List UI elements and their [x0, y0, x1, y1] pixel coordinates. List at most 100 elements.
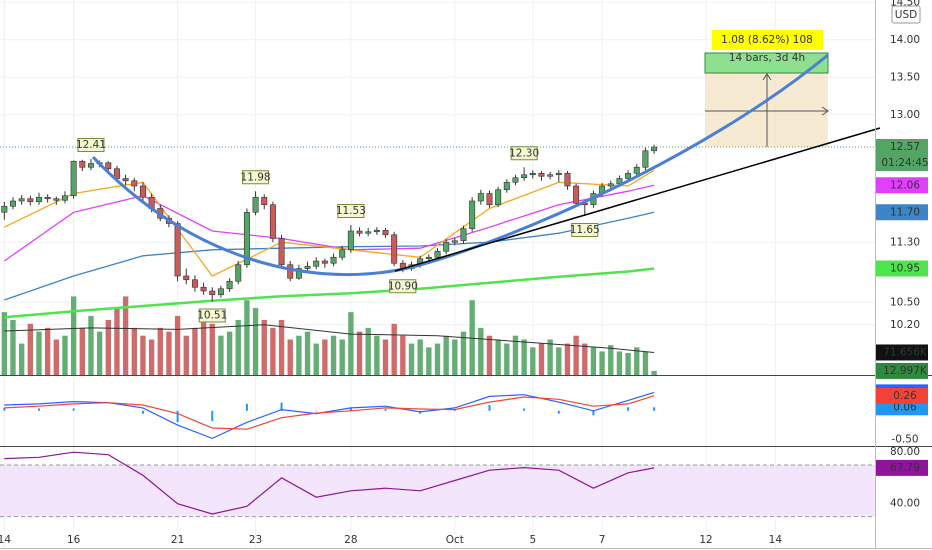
candle-body	[486, 193, 493, 206]
candle-body	[321, 260, 328, 264]
volume-bar	[287, 339, 293, 375]
x-tick-label: 7	[599, 534, 606, 546]
candle-body	[538, 172, 545, 177]
last-value-label-bg	[876, 139, 928, 155]
indicator-value-bg	[876, 387, 928, 404]
volume-bar	[79, 327, 85, 375]
x-tick-label: 14	[769, 534, 783, 546]
x-tick-label: 16	[67, 534, 81, 546]
histogram-bar	[72, 408, 75, 411]
volume-bar	[504, 343, 510, 375]
candle-body	[382, 229, 389, 236]
candle-body	[495, 189, 502, 206]
y-tick-label: 13.00	[890, 109, 920, 121]
volume-bar	[434, 343, 441, 375]
candle-body	[555, 172, 562, 176]
candle-body	[347, 230, 354, 251]
last-value-label: 12.06	[890, 179, 920, 191]
histogram-bar	[280, 402, 283, 411]
price-label-bg	[389, 279, 417, 294]
last-value-label-bg	[876, 177, 928, 194]
y-tick-label: 10.50	[890, 296, 920, 308]
volume-bar	[573, 335, 579, 375]
histogram-bar	[176, 410, 179, 423]
countdown-bg	[876, 155, 928, 171]
volume-bar	[590, 347, 597, 375]
indicator-line	[4, 395, 655, 430]
candle-body	[226, 280, 233, 290]
volume-label: 12.997K	[883, 365, 928, 377]
volume-bar	[547, 339, 553, 375]
price-label-bg	[571, 223, 599, 237]
histogram-bar	[37, 408, 40, 411]
currency-box[interactable]	[891, 5, 921, 24]
volume-bar	[391, 323, 397, 375]
countdown: 01:24:45	[881, 157, 928, 169]
last-value-label-bg	[876, 204, 928, 221]
price-label-bg	[337, 204, 365, 218]
candle-body	[373, 229, 380, 233]
volume-bar	[313, 343, 319, 375]
volume-bar	[426, 347, 432, 375]
histogram-bar	[211, 410, 214, 422]
volume-bar	[18, 343, 25, 375]
volume-bar	[348, 312, 354, 375]
histogram-bar	[245, 403, 248, 411]
volume-layer	[1, 296, 657, 375]
candle-body	[295, 268, 302, 279]
candle-body	[1, 205, 8, 213]
volume-bar	[469, 300, 475, 375]
candle-body	[122, 178, 129, 182]
price-label-bg	[77, 138, 105, 152]
price-label-bg	[510, 146, 538, 161]
candle-body	[61, 195, 68, 201]
candle-body	[287, 264, 294, 279]
volume-bar	[278, 320, 285, 375]
histogram-bar	[488, 405, 491, 411]
price-label: 11.65	[570, 224, 600, 236]
volume-bar	[105, 320, 111, 375]
volume-bar	[356, 331, 363, 375]
x-tick-label: 21	[171, 534, 184, 546]
candle-body	[235, 264, 242, 282]
volume-bar	[192, 327, 198, 375]
candle-body	[269, 204, 276, 239]
volume-bar	[226, 331, 233, 375]
y-tick-label: 13.50	[890, 71, 920, 83]
candle-body	[261, 196, 268, 206]
candle-body	[35, 196, 42, 203]
candle-body	[356, 230, 363, 234]
x-tick-label: 12	[699, 534, 712, 546]
volume-bar	[131, 327, 137, 375]
candle-body	[425, 256, 432, 260]
price-label: 12.41	[76, 139, 106, 151]
volume-ma-line	[4, 324, 655, 353]
volume-bar	[642, 351, 649, 375]
candle-body	[547, 174, 554, 177]
x-tick-label: 23	[249, 534, 262, 546]
volume-bar	[382, 339, 389, 375]
candle-body	[243, 211, 250, 266]
volume-bar	[270, 327, 276, 375]
measure-label-bg	[712, 30, 823, 50]
volume-bar	[460, 331, 467, 375]
volume-bar	[556, 347, 562, 375]
moving-average	[4, 267, 655, 319]
candle-body	[10, 200, 16, 207]
candle-body	[451, 240, 458, 243]
y-tick-label: 14.00	[890, 34, 920, 46]
volume-bar	[174, 315, 181, 375]
volume-bar	[452, 339, 458, 375]
histogram-bar	[141, 410, 144, 414]
candle-body	[191, 279, 198, 288]
histogram-bar	[523, 408, 526, 411]
volume-bar	[114, 308, 120, 375]
volume-bar	[486, 335, 493, 375]
volume-bar	[530, 347, 536, 375]
candle-body	[477, 193, 484, 202]
histogram-bar	[315, 410, 318, 412]
rsi-value-bg	[876, 459, 928, 476]
volume-bar	[148, 339, 155, 375]
volume-bar	[36, 331, 42, 375]
